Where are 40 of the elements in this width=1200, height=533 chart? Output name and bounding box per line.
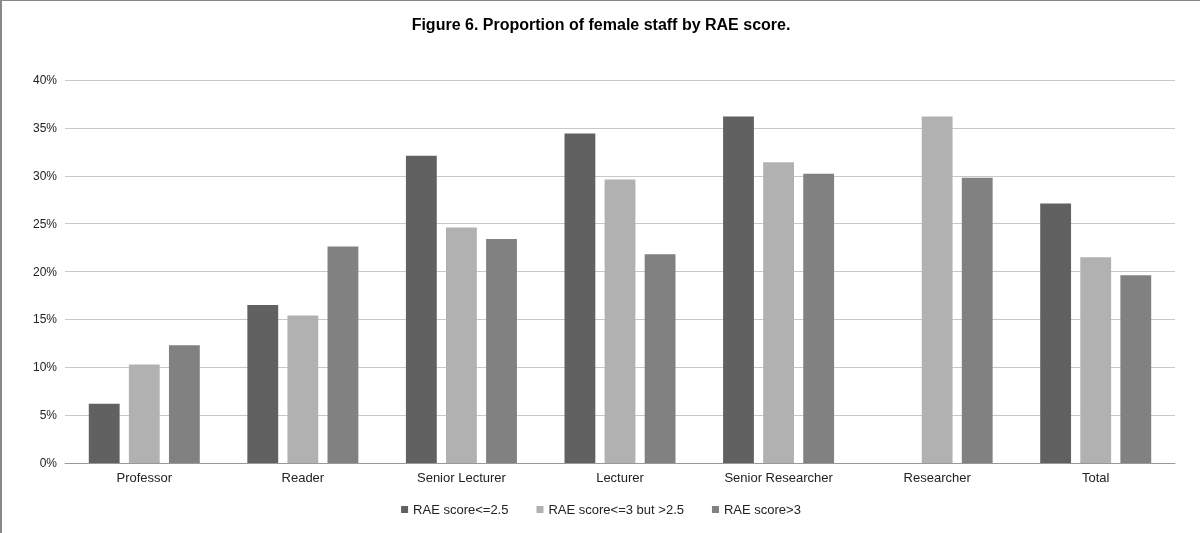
x-tick-label: Researcher xyxy=(903,470,972,485)
bar xyxy=(921,116,953,463)
x-tick-label: Total xyxy=(1081,470,1110,485)
y-tick-label: 0% xyxy=(39,456,58,470)
legend-label: RAE score<=2.5 xyxy=(413,502,509,517)
bar xyxy=(723,116,754,463)
bar xyxy=(1040,203,1072,463)
bar xyxy=(88,403,120,463)
x-tick-label: Professor xyxy=(116,470,173,485)
bar xyxy=(1120,275,1152,463)
y-tick-label: 20% xyxy=(32,264,58,279)
legend-label: RAE score>3 xyxy=(723,502,801,517)
y-tick-label: 15% xyxy=(32,312,58,327)
bar xyxy=(961,177,993,463)
y-tick-label: 25% xyxy=(32,216,58,231)
bar xyxy=(604,179,636,463)
bar xyxy=(446,227,477,463)
x-tick-label: Lecturer xyxy=(596,470,645,485)
bar xyxy=(486,238,517,463)
chart-title: Figure 6. Proportion of female staff by RAE score. xyxy=(411,15,791,33)
bar xyxy=(803,173,835,463)
bar xyxy=(763,162,794,463)
bar xyxy=(128,364,160,463)
bar xyxy=(327,246,359,463)
bar xyxy=(168,345,200,463)
x-tick-label: Senior Lecturer xyxy=(416,470,507,485)
x-tick-label: Senior Researcher xyxy=(724,470,834,485)
y-tick-label: 5% xyxy=(39,408,58,423)
y-tick-label: 35% xyxy=(32,120,58,135)
bar xyxy=(1080,257,1112,463)
y-tick-label: 30% xyxy=(32,168,58,183)
bar xyxy=(644,254,676,463)
legend-label: RAE score<=3 but >2.5 xyxy=(548,502,684,517)
y-tick-label: 40% xyxy=(32,73,58,87)
y-tick-label: 10% xyxy=(32,360,58,375)
bar xyxy=(287,315,319,463)
x-tick-label: Reader xyxy=(281,470,325,485)
bar xyxy=(564,133,596,463)
bar xyxy=(405,155,437,463)
bar xyxy=(247,305,279,463)
